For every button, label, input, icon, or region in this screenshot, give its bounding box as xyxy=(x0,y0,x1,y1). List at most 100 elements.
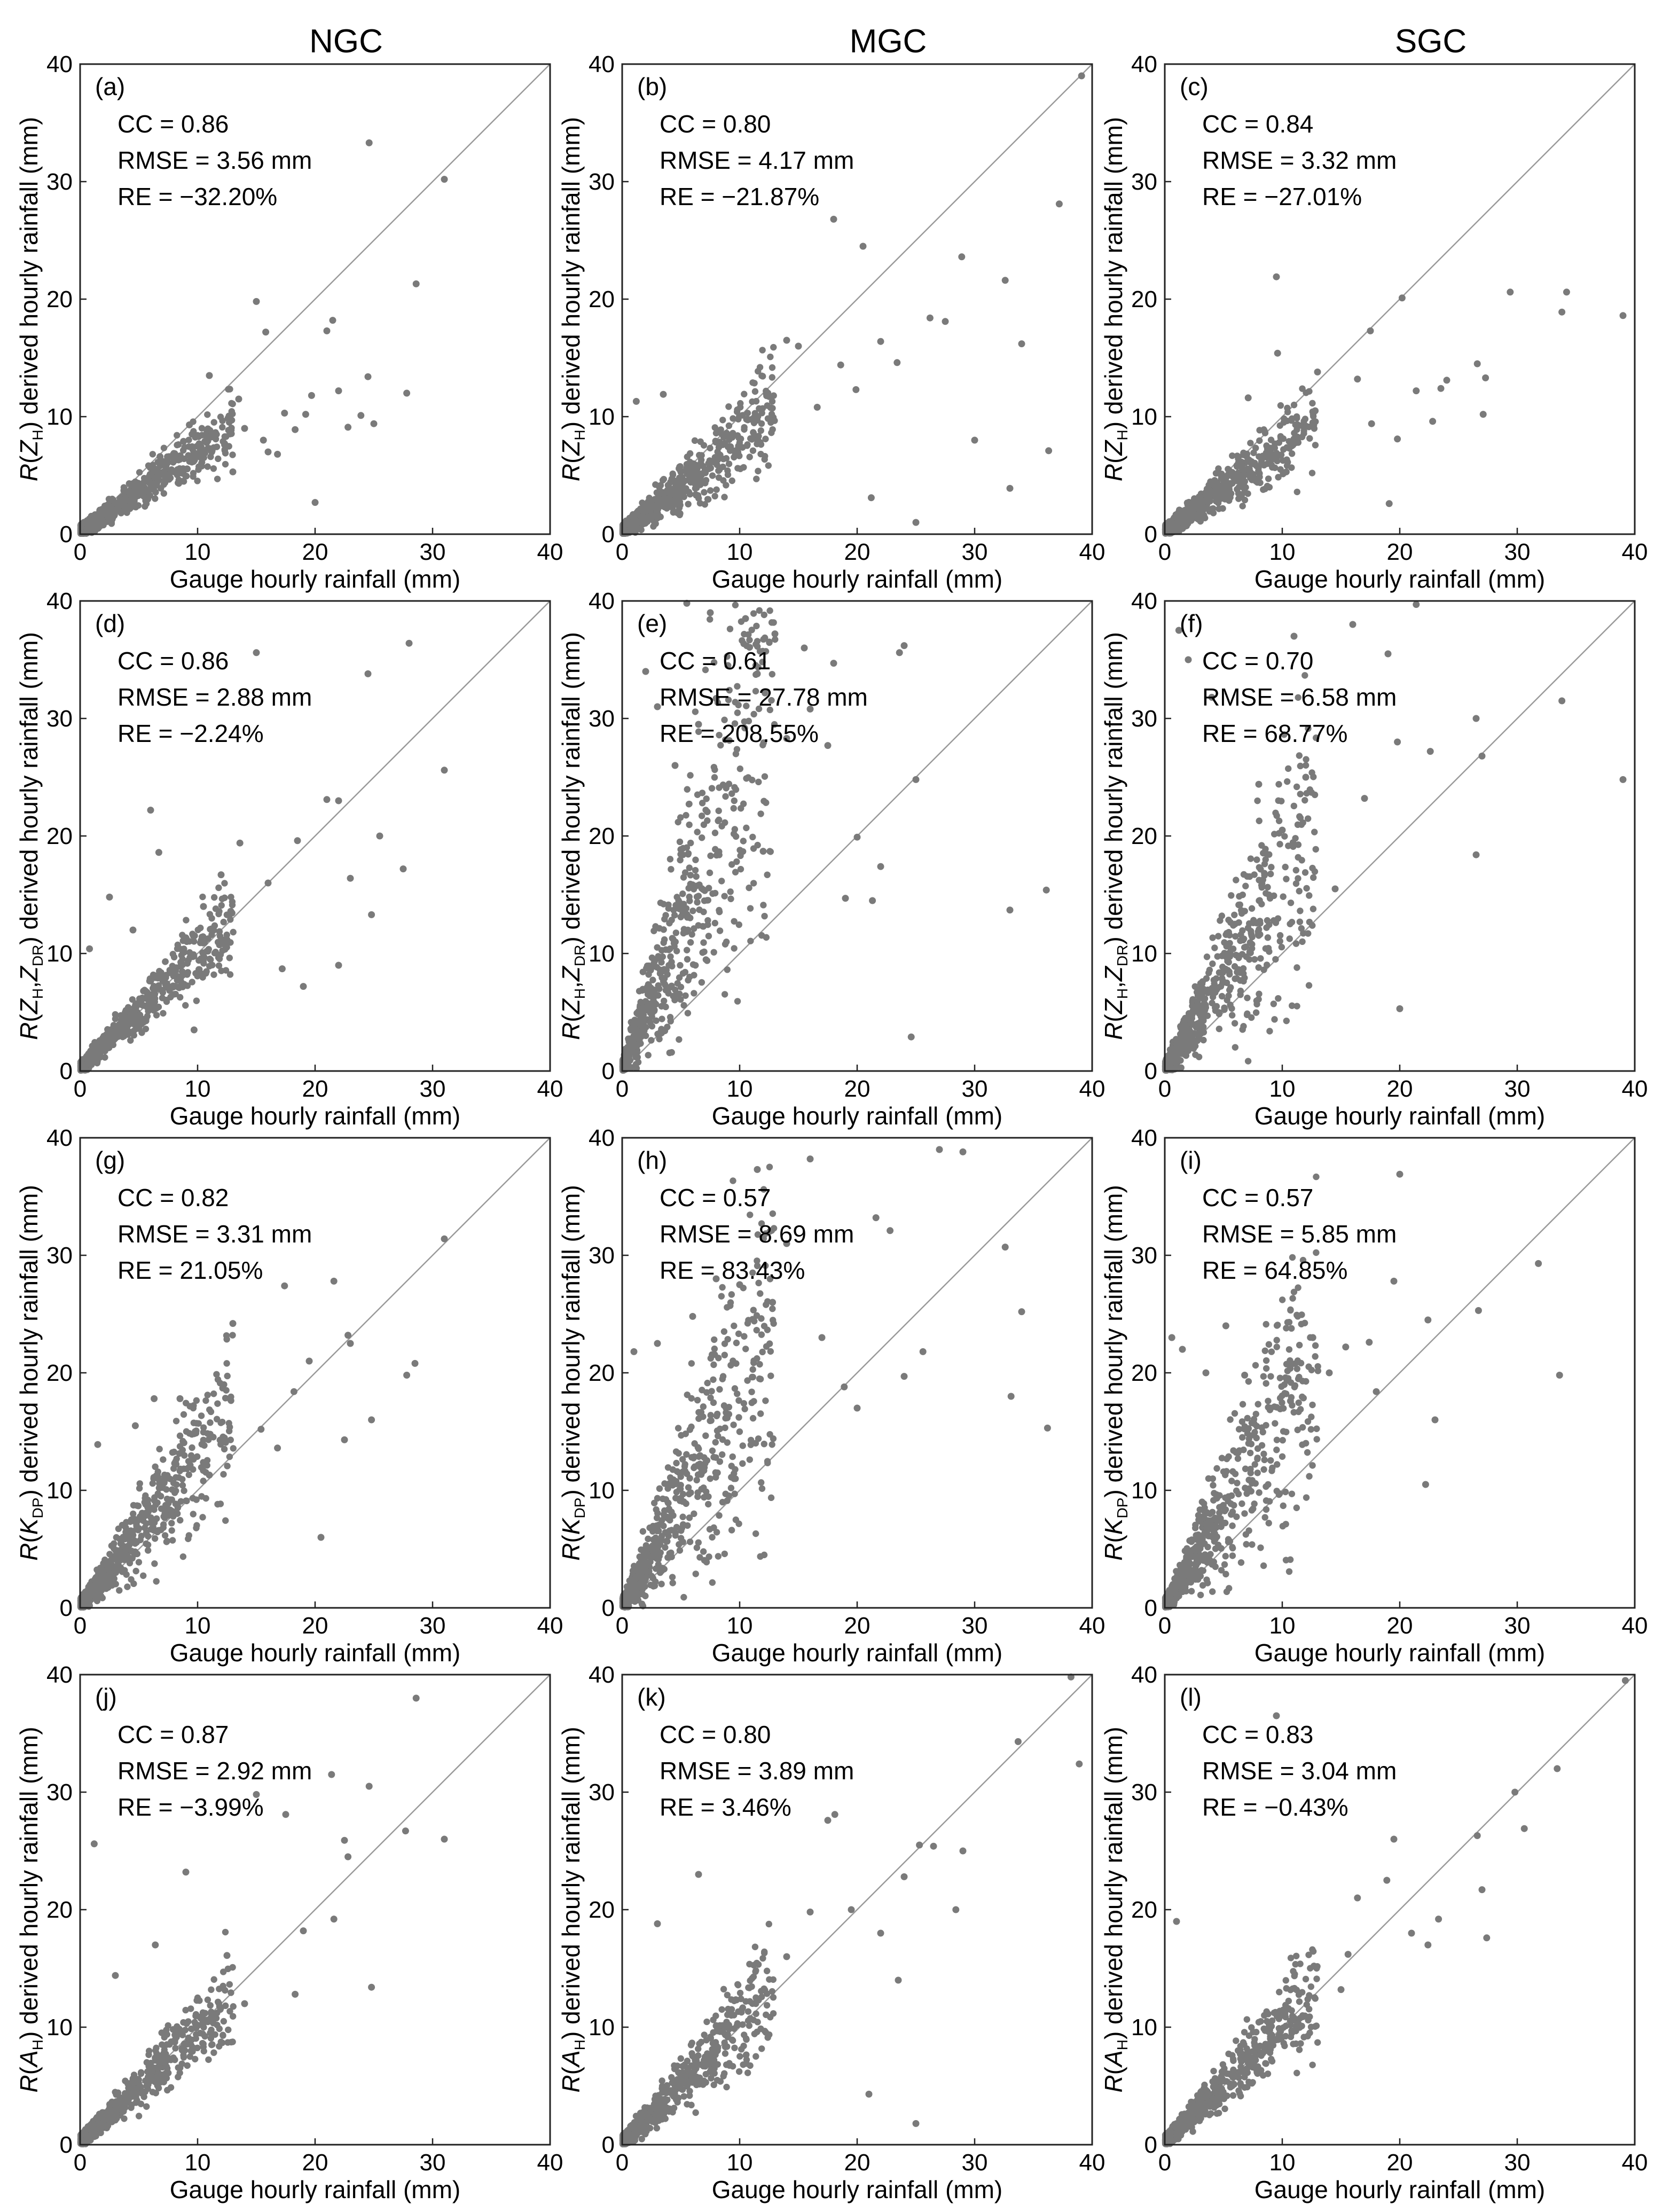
data-point xyxy=(688,464,695,471)
x-tick-label: 0 xyxy=(74,539,87,565)
data-point xyxy=(140,1572,147,1579)
data-point xyxy=(677,962,684,969)
data-point xyxy=(1437,385,1445,392)
data-point xyxy=(678,491,685,498)
data-point xyxy=(716,784,723,791)
data-point xyxy=(743,824,750,832)
data-point xyxy=(1331,885,1339,893)
data-point xyxy=(1247,855,1254,862)
x-tick-label: 10 xyxy=(185,539,211,565)
y-tick-label: 0 xyxy=(602,1058,615,1084)
y-tick-label: 0 xyxy=(1144,521,1157,548)
data-point xyxy=(740,464,747,471)
y-tick-label: 40 xyxy=(1131,588,1157,614)
data-point xyxy=(703,795,710,802)
data-point xyxy=(656,483,663,491)
data-point xyxy=(171,982,178,990)
data-point xyxy=(761,773,769,780)
data-point xyxy=(302,411,309,418)
data-point xyxy=(1293,783,1300,791)
data-point xyxy=(123,509,130,516)
data-point xyxy=(138,995,146,1003)
data-point xyxy=(1006,906,1014,914)
data-point xyxy=(1309,419,1316,426)
data-point xyxy=(221,880,228,887)
data-point xyxy=(1256,817,1263,824)
data-point xyxy=(1235,919,1242,926)
data-point xyxy=(217,871,225,879)
data-point xyxy=(105,513,112,520)
y-label-var: Z xyxy=(557,998,585,1014)
data-point xyxy=(721,893,728,900)
data-point xyxy=(155,1003,162,1011)
data-point xyxy=(647,1019,654,1026)
data-point xyxy=(734,449,742,456)
data-point xyxy=(1275,995,1282,1002)
data-point xyxy=(335,962,342,969)
data-point xyxy=(692,856,699,863)
data-point xyxy=(699,949,706,956)
data-point xyxy=(1233,474,1240,481)
data-point xyxy=(1275,474,1282,481)
data-point xyxy=(685,488,693,496)
data-point xyxy=(652,923,659,930)
data-point xyxy=(747,905,754,912)
data-point xyxy=(759,848,767,855)
data-point xyxy=(166,476,172,483)
data-point xyxy=(1250,919,1257,926)
data-point xyxy=(750,414,758,421)
column-titles: NGC MGC SGC xyxy=(309,23,1467,60)
data-point xyxy=(181,455,187,463)
x-tick-label: 10 xyxy=(727,1076,753,1102)
data-point xyxy=(723,429,730,436)
data-point xyxy=(710,949,717,956)
data-point xyxy=(1298,857,1305,864)
data-point xyxy=(186,421,193,428)
data-point xyxy=(1203,987,1210,995)
data-point xyxy=(1280,446,1287,453)
data-point xyxy=(1304,815,1312,822)
y-label-sub: H xyxy=(571,988,588,999)
data-point xyxy=(645,971,652,978)
data-point xyxy=(694,791,701,798)
data-point xyxy=(200,903,207,910)
data-point xyxy=(720,456,727,463)
data-point xyxy=(1216,1025,1223,1033)
data-point xyxy=(749,833,756,841)
data-point xyxy=(767,848,774,855)
data-point xyxy=(725,403,732,410)
data-point xyxy=(1224,472,1231,479)
data-point xyxy=(1217,917,1224,924)
data-point xyxy=(156,1484,163,1491)
stat-cc: CC = 0.84 xyxy=(1202,110,1313,138)
data-point xyxy=(329,317,336,324)
y-tick-label: 20 xyxy=(589,286,615,312)
data-point xyxy=(1619,776,1627,783)
data-point xyxy=(1349,621,1356,628)
data-point xyxy=(1178,1064,1185,1071)
data-point xyxy=(748,436,756,443)
data-point xyxy=(1306,892,1313,899)
data-point xyxy=(1288,450,1296,457)
data-point xyxy=(1193,1023,1200,1031)
y-tick-label: 40 xyxy=(46,588,73,614)
data-point xyxy=(730,805,737,812)
data-point xyxy=(193,997,200,1004)
data-point xyxy=(1296,752,1303,759)
data-point xyxy=(1254,931,1262,938)
data-point xyxy=(707,609,714,616)
data-point xyxy=(1413,387,1420,395)
data-point xyxy=(673,948,680,955)
data-point xyxy=(746,884,752,892)
data-point xyxy=(172,451,179,459)
data-point xyxy=(1283,876,1290,882)
data-point xyxy=(190,470,197,477)
data-point xyxy=(241,425,248,432)
data-point xyxy=(96,507,103,514)
data-point xyxy=(127,488,134,495)
data-point xyxy=(323,327,331,334)
data-point xyxy=(142,1026,150,1033)
data-point xyxy=(205,437,211,444)
data-point xyxy=(693,491,700,499)
